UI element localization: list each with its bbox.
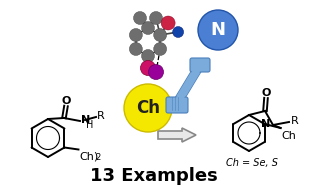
Text: N: N [261, 119, 270, 129]
Text: Ch): Ch) [79, 152, 99, 161]
Circle shape [129, 29, 142, 42]
Text: N: N [210, 21, 226, 39]
Circle shape [149, 64, 163, 80]
Text: 13 Examples: 13 Examples [90, 167, 218, 185]
Text: R: R [291, 116, 299, 126]
Circle shape [129, 43, 142, 56]
Circle shape [154, 29, 167, 42]
Circle shape [173, 26, 184, 37]
Circle shape [141, 60, 155, 75]
Text: O: O [261, 88, 271, 98]
Circle shape [142, 50, 154, 63]
Circle shape [124, 84, 172, 132]
Circle shape [154, 43, 167, 56]
FancyBboxPatch shape [190, 58, 210, 72]
Text: O: O [61, 96, 71, 106]
FancyArrow shape [158, 128, 196, 142]
Circle shape [161, 16, 175, 30]
Text: N: N [81, 115, 90, 125]
Text: R: R [97, 111, 105, 121]
Circle shape [150, 12, 163, 25]
Text: H: H [86, 120, 93, 130]
Circle shape [133, 12, 146, 25]
FancyBboxPatch shape [166, 97, 188, 113]
Text: Ch: Ch [281, 131, 296, 141]
Text: Ch = Se, S: Ch = Se, S [226, 158, 278, 168]
Text: Ch: Ch [136, 99, 160, 117]
Circle shape [198, 10, 238, 50]
Circle shape [142, 22, 154, 35]
Text: 2: 2 [95, 153, 101, 163]
